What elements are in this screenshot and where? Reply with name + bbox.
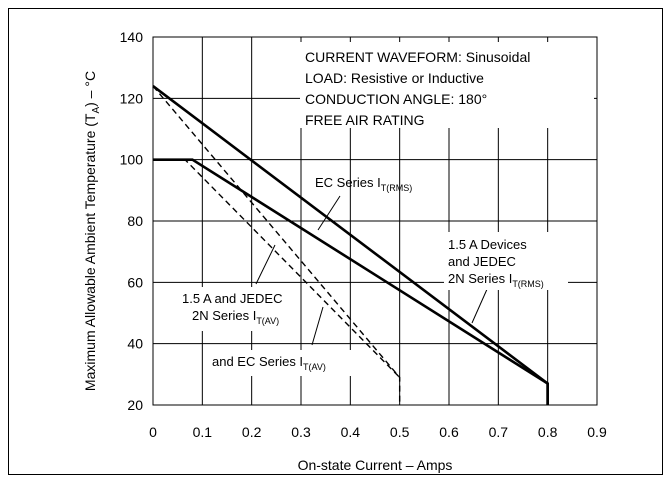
annotation-leader <box>311 306 324 346</box>
x-tick-label: 0 <box>149 424 157 440</box>
annotation-leader <box>317 195 341 231</box>
annotation-text: 2N Series IT(RMS) <box>448 271 544 289</box>
condition-line: CURRENT WAVEFORM: Sinusoidal <box>305 49 530 65</box>
y-tick-label: 80 <box>127 213 143 229</box>
y-tick-label: 120 <box>120 90 144 106</box>
annotation-leader <box>471 286 489 324</box>
conditions-box: CURRENT WAVEFORM: Sinusoidal LOAD: Resist… <box>300 42 594 128</box>
annotation-text: 1.5 A and JEDEC <box>182 291 282 306</box>
annotation-bg <box>176 287 294 331</box>
plot-area <box>152 36 598 406</box>
y-tick-label: 40 <box>127 336 143 352</box>
annotation-text: EC Series IT(RMS) <box>315 175 412 193</box>
x-tick-label: 0.2 <box>242 424 262 440</box>
x-tick-label: 0.8 <box>538 424 558 440</box>
x-tick-label: 0.3 <box>291 424 311 440</box>
y-tick-label: 20 <box>127 397 143 413</box>
condition-line: FREE AIR RATING <box>305 112 425 128</box>
series-group <box>152 85 549 405</box>
x-tick-label: 0.5 <box>390 424 410 440</box>
x-tick-label: 0.7 <box>489 424 509 440</box>
y-axis-label: Maximum Allowable Ambient Temperature (T… <box>82 71 102 391</box>
x-tick-label: 0.1 <box>193 424 213 440</box>
annotations: EC Series IT(RMS) 1.5 A Devices and JEDEC 2… <box>176 175 568 376</box>
condition-line: CONDUCTION ANGLE: 180° <box>305 91 487 107</box>
annotation-leaders <box>255 195 489 346</box>
annotation-text: 2N Series IT(AV) <box>192 308 279 326</box>
annotation-text: and EC Series IT(AV) <box>212 354 326 372</box>
annotation-leader <box>255 244 276 285</box>
x-tick-label: 0.9 <box>587 424 607 440</box>
y-tick-labels: 20 40 60 80 100 120 140 <box>120 29 144 413</box>
curve-tav <box>152 85 401 402</box>
annotation-text: and JEDEC <box>448 254 516 269</box>
curve-tav <box>153 158 401 378</box>
annotation-text: 1.5 A Devices <box>448 237 527 252</box>
x-tick-labels: 0 0.1 0.2 0.3 0.4 0.5 0.6 0.7 0.8 0.9 <box>149 424 607 440</box>
curve-trms <box>153 158 549 405</box>
x-axis-label: On-state Current – Amps <box>298 457 453 473</box>
chart-frame <box>8 8 663 475</box>
y-tick-label: 60 <box>127 274 143 290</box>
y-tick-label: 100 <box>120 152 144 168</box>
x-tick-label: 0.4 <box>341 424 361 440</box>
y-tick-label: 140 <box>120 29 144 45</box>
condition-line: LOAD: Resistive or Inductive <box>305 70 484 86</box>
x-tick-label: 0.6 <box>439 424 459 440</box>
annotation-bg <box>206 350 366 376</box>
annotation-bg <box>444 232 568 290</box>
